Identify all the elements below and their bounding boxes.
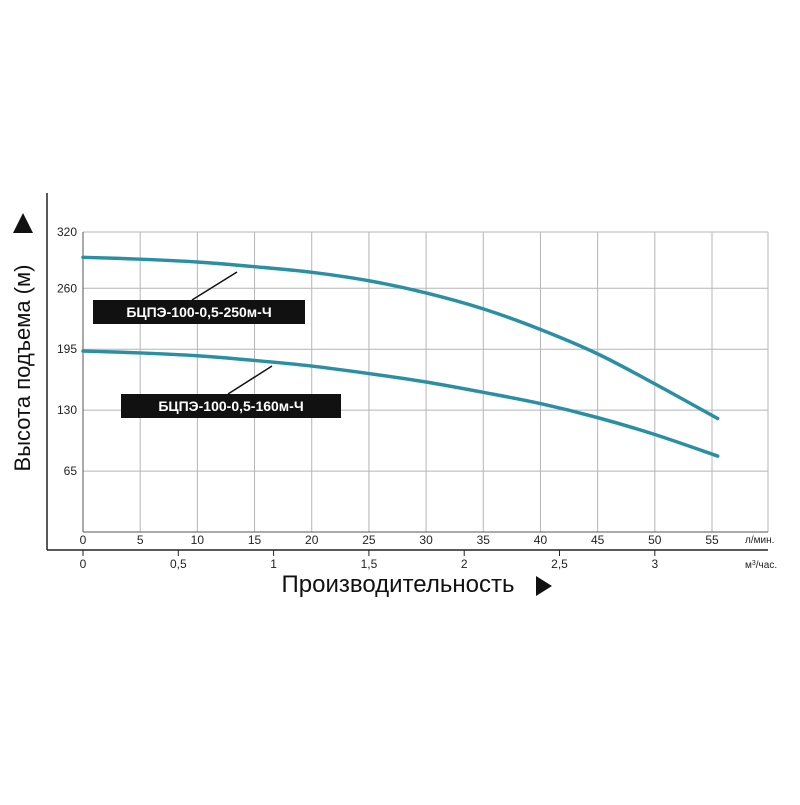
y-tick-label: 130 [57,403,77,417]
x-primary-tick-label: 40 [534,533,548,547]
x-primary-tick-label: 25 [362,533,376,547]
x-secondary-tick-label: 1,5 [361,557,378,571]
series-line-1 [81,255,720,421]
series-label-leader [227,365,273,395]
axes: 320 260 195 130 65 0 5 10 15 20 25 30 35 40 45 50 55 0 0,5… [46,193,768,571]
x-primary-tick-label: 0 [80,533,87,547]
y-tick-label: 320 [57,225,77,239]
x-secondary-tick-label: 2,5 [551,557,568,571]
x-primary-tick-label: 10 [191,533,205,547]
y-axis-arrow-icon [13,213,33,233]
x-secondary-tick-label: 1 [270,557,277,571]
x-secondary-unit: м3/час. [745,560,777,572]
x-primary-tick-label: 20 [305,533,319,547]
x-secondary-tick-label: 3 [651,557,658,571]
x-axis-label: Производительность [282,571,515,598]
series-label-box [93,300,305,324]
y-axis-label: Высота подъема (м) [10,265,35,472]
x-primary-tick-label: 5 [137,533,144,547]
series-label-1: БЦПЭ-100-0,5-250м-Ч [126,304,271,320]
y-tick-label: 65 [64,464,78,478]
x-primary-tick-label: 15 [248,533,262,547]
x-secondary-tick-label: 2 [461,557,468,571]
x-primary-tick-label: 55 [705,533,719,547]
x-primary-tick-label: 35 [477,533,491,547]
series-label-2: БЦПЭ-100-0,5-160м-Ч [158,398,303,414]
y-tick-label: 260 [57,281,77,295]
series-label-leader [191,271,238,301]
x-secondary-tick-label: 0,5 [170,557,187,571]
x-primary-tick-label: 45 [591,533,605,547]
series-labels: БЦПЭ-100-0,5-250м-Ч БЦПЭ-100-0,5-160м-Ч [93,271,341,418]
x-secondary-tick-label: 0 [80,557,87,571]
y-tick-label: 195 [57,342,77,356]
x-primary-tick-label: 30 [419,533,433,547]
x-primary-tick-label: 50 [648,533,662,547]
x-primary-unit: л/мин. [745,535,774,546]
series-line-2 [81,349,720,458]
series-label-box [121,394,341,418]
x-axis-arrow-icon [536,576,552,596]
series-layer [81,255,720,458]
